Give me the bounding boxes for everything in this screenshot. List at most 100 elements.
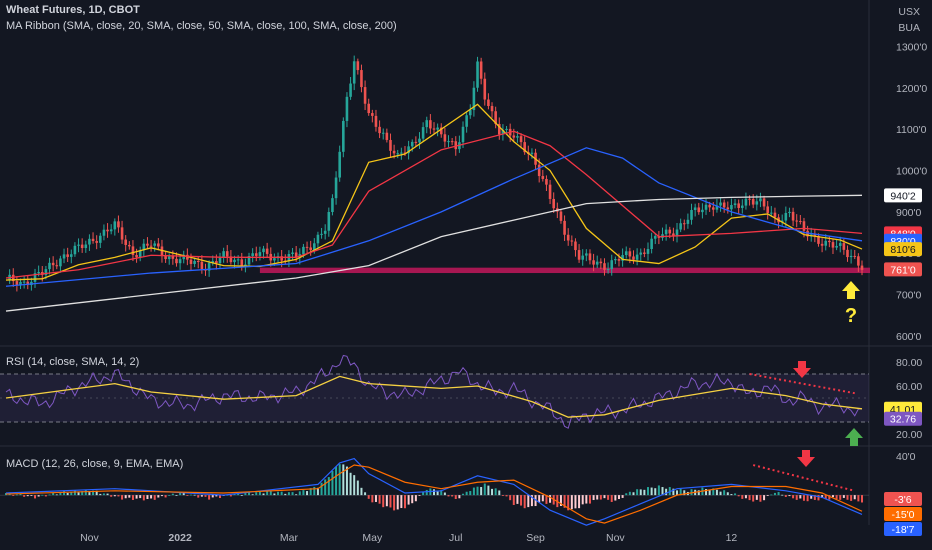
macd-histogram-bar: [389, 495, 392, 508]
macd-histogram-bar: [273, 493, 276, 496]
macd-histogram-bar: [396, 495, 399, 510]
candle-down: [91, 238, 95, 242]
macd-histogram-bar: [240, 495, 243, 496]
symbol-title: Wheat Futures, 1D, CBOT: [6, 4, 140, 16]
candle-down: [95, 241, 98, 243]
price-tick-label: 900'0: [896, 207, 922, 219]
macd-legend[interactable]: MACD (12, 26, close, 9, EMA, EMA): [6, 458, 183, 470]
candle-down: [160, 246, 164, 257]
candle-up: [679, 223, 682, 230]
candle-down: [240, 259, 244, 266]
macd-histogram-bar: [418, 495, 421, 496]
macd-histogram-bar: [588, 495, 591, 504]
macd-histogram-bar: [52, 492, 55, 496]
macd-histogram-bar: [110, 495, 113, 497]
macd-histogram-bar: [472, 487, 475, 496]
macd-histogram-bar: [197, 495, 200, 498]
macd-histogram-bar: [509, 495, 512, 501]
macd-histogram-bar: [251, 494, 254, 496]
macd-histogram-bar: [650, 487, 653, 496]
candle-down: [26, 281, 30, 286]
macd-histogram-bar: [248, 492, 251, 496]
candle-up: [610, 260, 614, 270]
price-tick-label: 1100'0: [896, 124, 927, 136]
macd-histogram-bar: [117, 495, 120, 497]
green-up-arrow-icon: [845, 428, 863, 446]
candle-up: [193, 260, 196, 264]
candle-down: [374, 115, 378, 127]
candle-down: [15, 281, 19, 286]
macd-histogram-bar: [831, 495, 834, 498]
candle-up: [849, 255, 853, 258]
macd-histogram-bar: [237, 493, 240, 496]
macd-histogram-bar: [487, 485, 490, 496]
candle-down: [429, 120, 432, 129]
candle-down: [149, 245, 153, 247]
candle-down: [592, 260, 595, 265]
macd-histogram-bar: [708, 490, 711, 496]
yellow-up-arrow-icon: [842, 281, 860, 299]
price-tick-label: 1300'0: [896, 42, 927, 54]
macd-histogram-bar: [70, 491, 73, 496]
candle-down: [603, 263, 606, 270]
macd-histogram-bar: [734, 493, 737, 496]
candle-up: [218, 257, 222, 264]
candle-down: [189, 259, 193, 264]
candle-down: [215, 261, 218, 264]
candle-down: [799, 221, 802, 223]
candle-down: [853, 255, 857, 257]
macd-histogram-bar: [121, 495, 124, 500]
macd-histogram-bar: [262, 493, 265, 496]
candle-up: [476, 61, 479, 88]
ma-ribbon-legend[interactable]: MA Ribbon (SMA, close, 20, SMA, close, 5…: [6, 20, 397, 32]
macd-histogram-bar: [632, 492, 635, 496]
price-badge: 940'2: [884, 188, 922, 203]
candle-down: [523, 142, 526, 153]
candle-down: [196, 260, 200, 262]
macd-histogram-bar: [719, 491, 722, 496]
support-zone: [259, 267, 870, 274]
candle-up: [606, 269, 610, 271]
candle-up: [302, 246, 305, 255]
macd-histogram-bar: [516, 495, 519, 504]
candle-down: [668, 229, 672, 234]
candle-down: [128, 244, 131, 247]
red-down-arrow-icon: [793, 361, 811, 378]
macd-histogram-bar: [400, 495, 403, 509]
macd-histogram-bar: [737, 495, 740, 497]
candle-down: [265, 248, 269, 254]
rsi-title: RSI (14, close, SMA, 14, 2): [6, 356, 140, 368]
candle-up: [251, 253, 254, 256]
candle-up: [291, 252, 294, 255]
macd-histogram-bar: [295, 494, 298, 496]
rsi-legend[interactable]: RSI (14, close, SMA, 14, 2): [6, 356, 139, 368]
symbol-legend[interactable]: Wheat Futures, 1D, CBOT: [6, 4, 140, 16]
red-down-arrow-icon: [797, 450, 815, 467]
macd-histogram-bar: [291, 492, 294, 496]
candle-up: [468, 110, 472, 116]
macd-histogram-bar: [821, 495, 824, 498]
candle-down: [450, 141, 454, 143]
candle-up: [410, 141, 414, 147]
candle-up: [316, 234, 320, 244]
macd-histogram-bar: [393, 495, 396, 511]
candle-down: [229, 256, 233, 263]
macd-histogram-bar: [331, 470, 334, 496]
macd-histogram-bar: [520, 495, 523, 506]
macd-histogram-bar: [168, 495, 171, 496]
macd-histogram-bar: [585, 495, 588, 504]
candle-up: [99, 235, 102, 243]
macd-histogram-bar: [12, 495, 15, 496]
macd-histogram-bar: [219, 495, 221, 499]
candle-up: [755, 201, 759, 205]
candle-up: [614, 259, 617, 261]
candle-down: [672, 233, 675, 237]
macd-histogram-bar: [179, 492, 182, 496]
candle-up: [211, 261, 215, 263]
macd-histogram-bar: [647, 487, 649, 496]
price-badge-label: 810'6: [890, 244, 916, 256]
macd-histogram-bar: [643, 489, 646, 496]
macd-histogram-bar: [476, 486, 479, 496]
candle-up: [759, 198, 762, 202]
